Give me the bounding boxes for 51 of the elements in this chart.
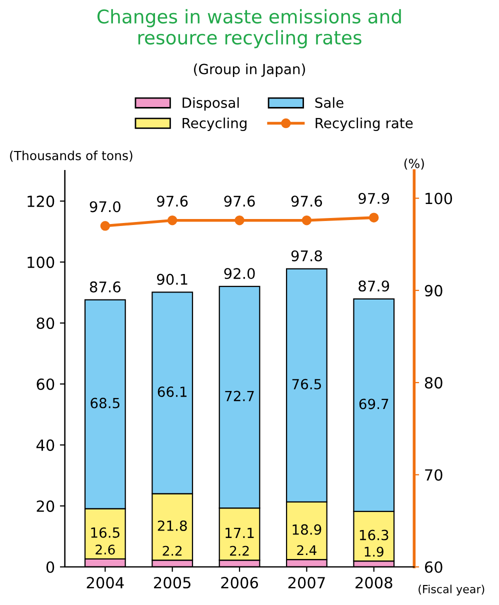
x-tick-label: 2008 — [356, 576, 392, 588]
legend-label: Recycling — [182, 118, 246, 132]
data-label: 76.5 — [292, 378, 321, 390]
data-label: 21.8 — [158, 520, 187, 531]
y-tick-label: 60 — [36, 378, 54, 390]
y-tick-label: 100 — [28, 256, 54, 268]
data-label: 72.7 — [225, 390, 254, 402]
y2-tick-label: 90 — [424, 284, 442, 296]
x-tick-label: 2006 — [221, 576, 258, 588]
total-label: 97.8 — [291, 250, 322, 262]
data-label: 97.6 — [224, 196, 255, 207]
data-label: 66.1 — [158, 386, 187, 398]
total-label: 92.0 — [224, 268, 255, 280]
y2-tick-label: 80 — [424, 377, 442, 389]
legend-label: Disposal — [182, 97, 239, 111]
y2-tick-label: 70 — [425, 469, 442, 481]
y-tick-label: 40 — [36, 439, 54, 451]
y2-tick-label: 100 — [426, 192, 452, 204]
data-label: 97.6 — [291, 196, 322, 207]
y-axis-title: (Thousands of tons) — [10, 150, 132, 162]
y2-axis-title: (%) — [404, 158, 424, 170]
data-label: 2.2 — [230, 546, 249, 556]
x-tick-label: 2005 — [154, 576, 190, 588]
total-label: 90.1 — [157, 274, 188, 285]
y-tick-label: 120 — [28, 196, 54, 208]
data-label: 1.9 — [364, 546, 384, 557]
x-axis-title: (Fiscal year) — [418, 584, 484, 596]
data-label: 68.5 — [90, 398, 120, 408]
data-label: 2.4 — [297, 545, 316, 555]
legend-label: Recycling rate — [316, 118, 413, 132]
data-label: 2.6 — [96, 544, 115, 555]
chart-title: Changes in waste emissions and resource recycling rates — [97, 9, 401, 48]
legend-label: Sale — [315, 97, 344, 108]
y-tick-label: 80 — [36, 317, 54, 330]
y2-tick-label: 60 — [424, 561, 442, 573]
chart-subtitle: (Group in Japan) — [194, 64, 305, 77]
data-label: 97.9 — [358, 192, 390, 204]
data-label: 97.0 — [90, 201, 120, 212]
x-tick-label: 2004 — [86, 576, 124, 588]
data-label: 16.3 — [360, 530, 388, 540]
data-label: 69.7 — [359, 398, 388, 410]
total-label: 87.9 — [358, 280, 390, 292]
y-tick-label: 20 — [36, 500, 54, 512]
total-label: 87.6 — [90, 281, 120, 292]
y-tick-label: 0 — [46, 561, 54, 573]
data-label: 97.6 — [157, 196, 188, 207]
data-label: 2.2 — [162, 546, 182, 556]
data-label: 17.1 — [226, 528, 254, 538]
data-label: 16.5 — [91, 527, 120, 538]
data-label: 18.9 — [292, 524, 322, 535]
x-tick-label: 2007 — [288, 576, 325, 588]
